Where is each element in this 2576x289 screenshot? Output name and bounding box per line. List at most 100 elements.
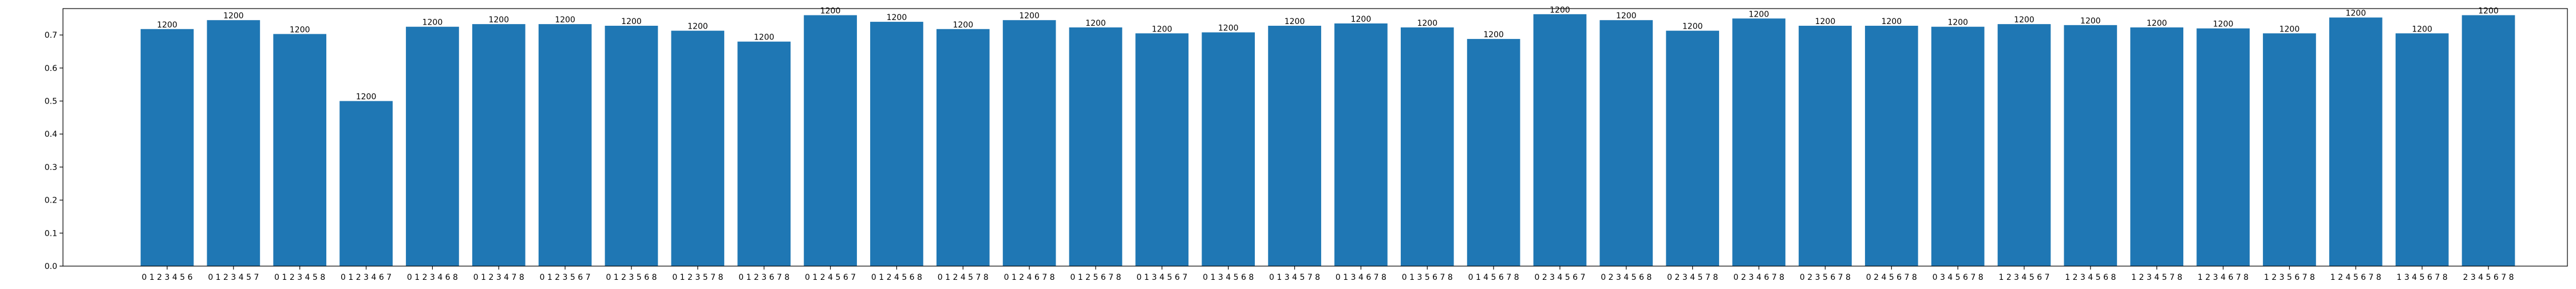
- x-tick-label: 0 2 3 4 6 7 8: [1733, 273, 1784, 282]
- bar-value-label: 1200: [1285, 17, 1305, 26]
- bar-17: [1268, 26, 1321, 266]
- x-tick-label: 0 1 2 3 4 5 6: [141, 273, 192, 282]
- x-tick-label: 0 1 2 5 6 7 8: [1070, 273, 1121, 282]
- bar-20: [1467, 39, 1520, 266]
- bar-value-label: 1200: [688, 22, 708, 31]
- x-tick-label: 0 1 2 4 5 6 7: [805, 273, 856, 282]
- x-tick-label: 1 2 3 4 5 6 7: [1998, 273, 2049, 282]
- x-tick-label: 0 1 2 4 6 7 8: [1004, 273, 1055, 282]
- x-tick-label: 0 2 3 4 5 6 7: [1534, 273, 1585, 282]
- x-tick-label: 0 1 2 3 4 6 7: [341, 273, 392, 282]
- bar-value-label: 1200: [1881, 17, 1902, 26]
- x-tick-label: 0 1 2 4 5 6 8: [871, 273, 922, 282]
- bar-2: [273, 34, 327, 267]
- bar-value-label: 1200: [1417, 19, 1437, 28]
- bar-18: [1334, 23, 1388, 267]
- y-tick-label: 0.0: [45, 262, 57, 271]
- bar-11: [870, 22, 923, 266]
- bar-value-label: 1200: [356, 93, 377, 102]
- bar-value-label: 1200: [1019, 11, 1040, 21]
- x-tick-label: 1 2 3 5 6 7 8: [2264, 273, 2315, 282]
- y-tick-label: 0.1: [45, 229, 57, 238]
- y-tick-label: 0.5: [45, 97, 57, 106]
- bars-layer: [140, 14, 2515, 267]
- bar-1: [207, 20, 260, 266]
- bar-22: [1599, 20, 1653, 266]
- bar-value-label: 1200: [2213, 20, 2234, 29]
- bar-labels-layer: 1200 1200 1200 1200 1200 1200 1200 1200 1200 1200…: [157, 6, 2499, 102]
- bar-value-label: 1200: [2147, 19, 2167, 28]
- x-tick-label: 0 1 4 5 6 7 8: [1468, 273, 1519, 282]
- bar-25: [1799, 26, 1852, 266]
- bar-19: [1400, 27, 1454, 266]
- bar-8: [671, 30, 725, 267]
- bar-value-label: 1200: [2345, 9, 2366, 18]
- bar-value-label: 1200: [621, 17, 642, 26]
- bar-value-label: 1200: [754, 33, 775, 42]
- bar-value-label: 1200: [1749, 10, 1769, 19]
- bar-value-label: 1200: [1218, 24, 1239, 33]
- x-tick-label: 0 1 2 3 4 6 8: [407, 273, 458, 282]
- bar-29: [2064, 25, 2117, 266]
- x-tick-label: 0 1 2 4 5 7 8: [938, 273, 989, 282]
- bar-27: [1931, 26, 1985, 266]
- bar-5: [472, 24, 526, 267]
- y-tick-label: 0.3: [45, 163, 57, 172]
- bar-16: [1202, 32, 1255, 266]
- y-tick-label: 0.6: [45, 64, 57, 73]
- x-tick-label: 0 2 4 5 6 7 8: [1866, 273, 1917, 282]
- x-tick-label: 1 2 3 4 5 6 8: [2065, 273, 2116, 282]
- bar-value-label: 1200: [887, 13, 907, 22]
- bar-0: [140, 29, 194, 267]
- bar-9: [737, 41, 791, 266]
- bar-value-label: 1200: [2478, 7, 2499, 16]
- y-tick-label: 0.4: [45, 130, 57, 139]
- x-tick-label: 1 2 4 5 6 7 8: [2330, 273, 2381, 282]
- x-tick-label: 0 2 3 4 5 7 8: [1667, 273, 1718, 282]
- bar-13: [1002, 20, 1056, 266]
- bar-31: [2196, 28, 2250, 267]
- bar-value-label: 1200: [2014, 15, 2034, 25]
- bar-35: [2462, 15, 2515, 266]
- bar-value-label: 1200: [422, 18, 443, 27]
- bar-value-label: 1200: [2080, 17, 2101, 26]
- bar-28: [1997, 24, 2051, 267]
- bar-value-label: 1200: [1085, 19, 1106, 28]
- x-tick-label: 0 1 3 5 6 7 8: [1402, 273, 1453, 282]
- bar-value-label: 1200: [1483, 30, 1504, 39]
- bar-value-label: 1200: [223, 11, 244, 21]
- y-tick-label: 0.2: [45, 196, 57, 205]
- bar-7: [605, 26, 658, 266]
- bar-value-label: 1200: [1351, 15, 1372, 24]
- x-tick-label: 0 1 2 3 4 7 8: [473, 273, 524, 282]
- bar-value-label: 1200: [1682, 22, 1703, 31]
- bar-value-label: 1200: [1152, 25, 1172, 34]
- bar-10: [804, 15, 857, 266]
- x-tick-label: 0 1 3 4 6 7 8: [1336, 273, 1386, 282]
- bar-value-label: 1200: [953, 21, 973, 30]
- bar-30: [2130, 27, 2184, 266]
- bar-23: [1666, 30, 1720, 267]
- bar-value-label: 1200: [157, 21, 177, 30]
- x-tick-label: 1 2 3 4 6 7 8: [2198, 273, 2249, 282]
- bar-21: [1533, 14, 1587, 267]
- bar-33: [2329, 17, 2383, 267]
- x-tick-label: 0 1 2 3 6 7 8: [738, 273, 789, 282]
- x-tick-label: 0 1 3 4 5 6 8: [1203, 273, 1254, 282]
- bar-14: [1069, 27, 1123, 266]
- bar-value-label: 1200: [1947, 18, 1968, 27]
- bar-26: [1864, 26, 1918, 266]
- bar-value-label: 1200: [1550, 6, 1570, 15]
- bar-value-label: 1200: [2279, 25, 2300, 34]
- x-tick-label: 0 2 3 5 6 7 8: [1800, 273, 1851, 282]
- x-tick-label: 0 3 4 5 6 7 8: [1933, 273, 1984, 282]
- bar-15: [1135, 33, 1189, 267]
- plot-frame: [62, 8, 2568, 267]
- x-tick-label: 0 1 2 3 4 5 8: [274, 273, 325, 282]
- y-tick-label: 0.7: [45, 31, 57, 40]
- bar-value-label: 1200: [555, 15, 575, 25]
- bar-4: [406, 26, 459, 266]
- bar-34: [2395, 33, 2449, 267]
